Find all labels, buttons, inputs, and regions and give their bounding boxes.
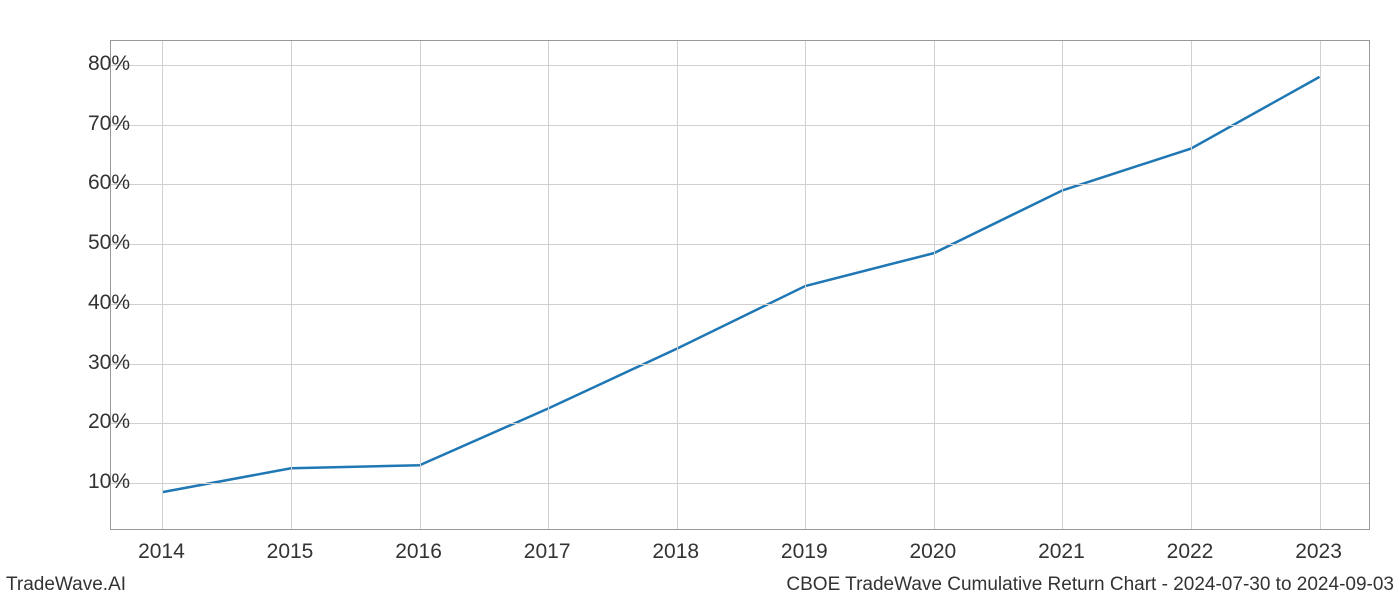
grid-line-v (1062, 41, 1063, 529)
chart-container (110, 40, 1370, 530)
grid-line-h (111, 125, 1369, 126)
y-tick-label: 80% (50, 52, 130, 76)
grid-line-v (548, 41, 549, 529)
footer-right-text: CBOE TradeWave Cumulative Return Chart -… (786, 574, 1394, 596)
y-tick-label: 10% (50, 470, 130, 494)
grid-line-h (111, 184, 1369, 185)
grid-line-v (291, 41, 292, 529)
footer-left-text: TradeWave.AI (6, 574, 126, 596)
y-tick-label: 20% (50, 410, 130, 434)
y-tick-label: 30% (50, 351, 130, 375)
x-tick-label: 2020 (909, 540, 956, 564)
grid-line-h (111, 364, 1369, 365)
grid-line-v (420, 41, 421, 529)
x-tick-label: 2018 (652, 540, 699, 564)
y-tick-label: 60% (50, 171, 130, 195)
x-tick-label: 2015 (267, 540, 314, 564)
line-chart-svg (111, 41, 1371, 531)
grid-line-v (1320, 41, 1321, 529)
x-tick-label: 2019 (781, 540, 828, 564)
x-tick-label: 2021 (1038, 540, 1085, 564)
y-tick-label: 50% (50, 231, 130, 255)
x-tick-label: 2023 (1295, 540, 1342, 564)
grid-line-h (111, 483, 1369, 484)
y-tick-label: 70% (50, 112, 130, 136)
y-tick-label: 40% (50, 291, 130, 315)
grid-line-h (111, 304, 1369, 305)
grid-line-v (805, 41, 806, 529)
grid-line-h (111, 244, 1369, 245)
grid-line-h (111, 65, 1369, 66)
plot-area (110, 40, 1370, 530)
x-tick-label: 2016 (395, 540, 442, 564)
x-tick-label: 2022 (1167, 540, 1214, 564)
grid-line-v (934, 41, 935, 529)
grid-line-v (1191, 41, 1192, 529)
chart-line (162, 77, 1319, 492)
grid-line-v (162, 41, 163, 529)
x-tick-label: 2017 (524, 540, 571, 564)
x-tick-label: 2014 (138, 540, 185, 564)
grid-line-h (111, 423, 1369, 424)
grid-line-v (677, 41, 678, 529)
